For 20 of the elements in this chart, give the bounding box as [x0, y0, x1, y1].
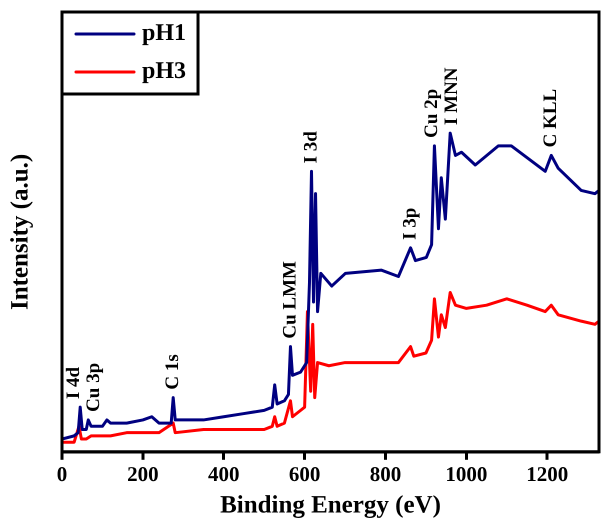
annotation: Cu LMM: [279, 260, 300, 339]
annotation: I 3p: [399, 208, 420, 240]
legend-label: pH3: [142, 58, 186, 84]
x-tick-label: 600: [288, 462, 320, 486]
x-tick-label: 0: [56, 462, 68, 486]
x-tick-label: 200: [127, 462, 159, 486]
y-axis-title: Intensity (a.u.): [6, 154, 34, 310]
x-tick-label: 1200: [526, 462, 568, 486]
legend-label: pH1: [142, 20, 186, 46]
annotation: C 1s: [162, 354, 184, 390]
annotation: I MNN: [441, 67, 462, 126]
annotation: I 3d: [300, 130, 322, 164]
annotation: Cu 3p: [83, 362, 104, 412]
annotation: C KLL: [540, 88, 562, 148]
x-axis-title: Binding Energy (eV): [220, 491, 441, 518]
x-tick-label: 400: [208, 462, 240, 486]
x-tick-label: 1000: [445, 462, 488, 486]
annotation: Cu 2p: [421, 88, 442, 138]
annotation: I 4d: [63, 366, 84, 400]
x-tick-label: 800: [370, 462, 402, 486]
